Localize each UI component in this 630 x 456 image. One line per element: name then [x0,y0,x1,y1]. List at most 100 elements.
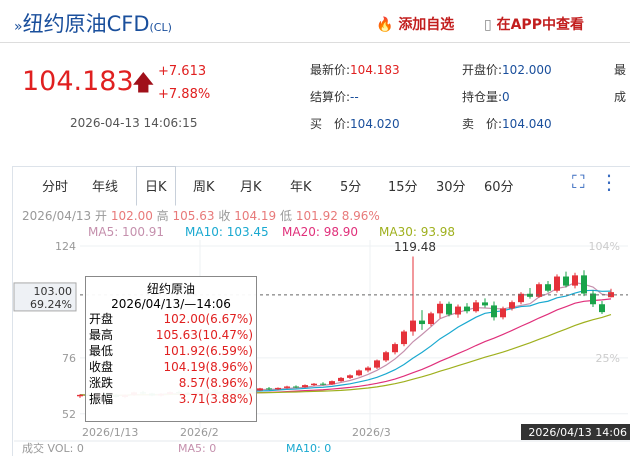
field-value: 0 [502,90,510,104]
view-in-app[interactable]: ▯ 在APP中查看 [484,14,584,34]
candle-body [482,302,488,306]
chart-panel [12,166,630,456]
field-label: 买 价: [310,117,351,131]
candle-body [284,386,290,388]
field-label: 开盘价: [462,63,503,77]
tooltip-row: 收盘 104.19(8.96%) [86,359,256,375]
candle-body [374,360,380,368]
candle-body [500,308,506,318]
tab[interactable]: 月K [240,180,262,195]
candle-body [293,386,299,388]
tooltip-value: 101.92(6.59%) [163,344,253,358]
candle-body [554,276,560,291]
add-watchlist[interactable]: 🔥 添加自选 [376,14,454,34]
quote-field: 最 [614,61,626,78]
candle-body [320,383,326,385]
tab[interactable]: 分时 [42,180,69,195]
candle-body [419,320,425,325]
x-label: 2026/3 [352,426,391,439]
tooltip-label: 最低 [89,344,114,358]
ma-legend: MA30: 93.98 [379,225,455,239]
candle-body [581,275,587,294]
tab[interactable]: 15分 [388,180,418,195]
settings-icon[interactable]: ⋮ [599,170,619,194]
candle-body [365,367,371,371]
x-cursor-box [521,424,630,440]
field-label: 成 [614,90,627,104]
info-label: 高 [156,209,169,223]
candle-body [446,303,452,315]
current-price: 103.00 [34,285,73,298]
field-value: -- [350,90,359,104]
field-value: 104.183 [350,63,400,77]
x-label: 2026/2 [180,426,219,439]
tooltip-time: 2026/04/13/—14:06 [111,297,231,311]
peak-label: 119.48 [394,240,436,254]
candle-body [572,275,578,286]
tab[interactable]: 周K [193,180,215,195]
candle-body [473,302,479,312]
title: 纽约原油CFD [22,12,150,36]
tab[interactable]: 日K [136,166,176,206]
field-label: 最新价: [310,63,351,77]
tab[interactable]: 年K [290,180,312,195]
candle-body [509,302,515,309]
tooltip-label: 振幅 [89,392,114,406]
tab[interactable]: 30分 [436,180,466,195]
tooltip-value: 102.00(6.67%) [163,312,253,326]
candle-body [257,388,263,391]
quote-field: 结算价:-- [310,88,359,105]
pct-tick-label: 104% [589,240,620,253]
tooltip-row: 振幅 3.71(3.88%) [86,391,256,407]
candle-body [545,284,551,291]
candle-body [329,381,335,385]
tooltip-value: 3.71(3.88%) [178,392,253,406]
change-pct: +7.88% [158,87,211,102]
info-close: 104.19 [234,209,277,223]
tooltip-row: 最低 101.92(6.59%) [86,343,256,359]
candle-body [383,352,389,361]
quote-field: 开盘价:102.000 [462,61,552,78]
info-line: 2026/04/13 开 102.00 高 105.63 收 104.19 低 … [22,207,380,224]
candle-body [599,304,605,313]
field-value: 102.000 [502,63,552,77]
fullscreen-icon[interactable]: ⛶ [572,172,585,193]
tab[interactable]: 60分 [484,180,514,195]
tab[interactable]: 年线 [92,180,119,195]
up-arrow: 🡅 [132,71,155,96]
tooltip-value: 104.19(8.96%) [163,360,253,374]
field-value: 104.020 [350,117,400,131]
ma-legend: MA5: 100.91 [88,225,164,239]
quote-field: 买 价:104.020 [310,115,400,132]
current-pct: 69.24% [30,298,72,311]
candle-body [437,303,443,314]
quote-field: 持仓量:0 [462,88,510,105]
tooltip-row: 涨跌 8.57(8.96%) [86,375,256,391]
field-label: 卖 价: [462,117,503,131]
candle-body [491,305,497,318]
title-row: »纽约原油CFD(CL) [14,8,172,38]
phone-icon: ▯ [484,17,492,33]
candle-body [455,306,461,315]
candle-body [302,385,308,388]
title-icon: » [14,19,23,35]
candle-body [275,387,281,390]
tooltip-label: 最高 [89,328,114,342]
price: 104.183 [22,66,134,97]
x-cursor-label: 2026/04/13 14:06 [528,426,627,439]
fire-icon: 🔥 [376,17,394,33]
candle-body [428,313,434,325]
tooltip-row: 开盘 102.00(6.67%) [86,311,256,327]
tooltip-label: 涨跌 [89,376,114,390]
tooltip-label: 收盘 [89,360,114,374]
vol-ma5: MA5: 0 [178,442,216,455]
ma-legend: MA10: 103.45 [185,225,269,239]
tab[interactable]: 5分 [340,180,362,195]
y-tick-label: 52 [62,408,76,421]
candle-body [590,293,596,305]
y-tick-label: 124 [55,240,76,253]
candle-body [518,293,524,303]
current-price-box [13,282,77,312]
candle-body [77,394,83,397]
